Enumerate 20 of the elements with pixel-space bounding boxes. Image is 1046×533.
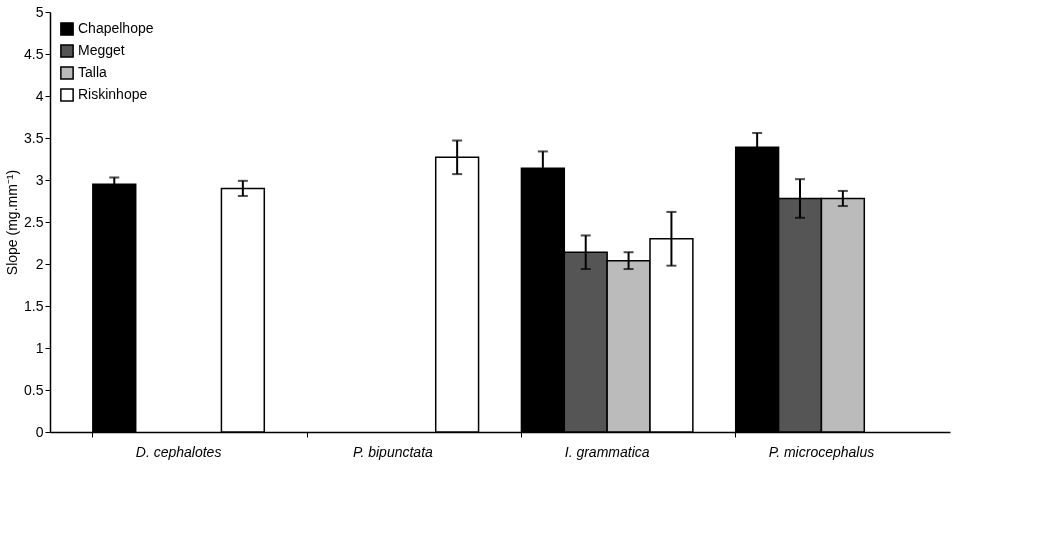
legend-label: Chapelhope — [78, 20, 154, 36]
y-tick-label: 0 — [35, 423, 44, 440]
y-tick-label: 3.5 — [24, 129, 44, 146]
y-tick-label: 3 — [35, 171, 44, 188]
y-tick-label: 1.5 — [24, 297, 44, 314]
y-tick-label: 1 — [35, 339, 44, 356]
y-tick-label: 0.5 — [24, 381, 44, 398]
y-tick-label: 4.5 — [24, 45, 44, 62]
legend-label: Megget — [78, 42, 125, 58]
y-tick-label: 4 — [35, 87, 44, 104]
x-tick-label: D. cephalotes — [135, 443, 222, 460]
x-tick-label: P. microcephalus — [768, 443, 875, 460]
y-tick-label: 2 — [35, 255, 44, 272]
x-tick-label: P. bipunctata — [352, 443, 434, 460]
x-tick-label: I. grammatica — [564, 443, 650, 460]
y-tick-label: 5 — [35, 3, 44, 20]
legend-label: Riskinhope — [78, 86, 148, 102]
legend-label: Talla — [78, 64, 108, 80]
y-axis-title: Slope (mg.mm⁻¹) — [4, 169, 21, 276]
y-tick-label: 2.5 — [24, 213, 44, 230]
